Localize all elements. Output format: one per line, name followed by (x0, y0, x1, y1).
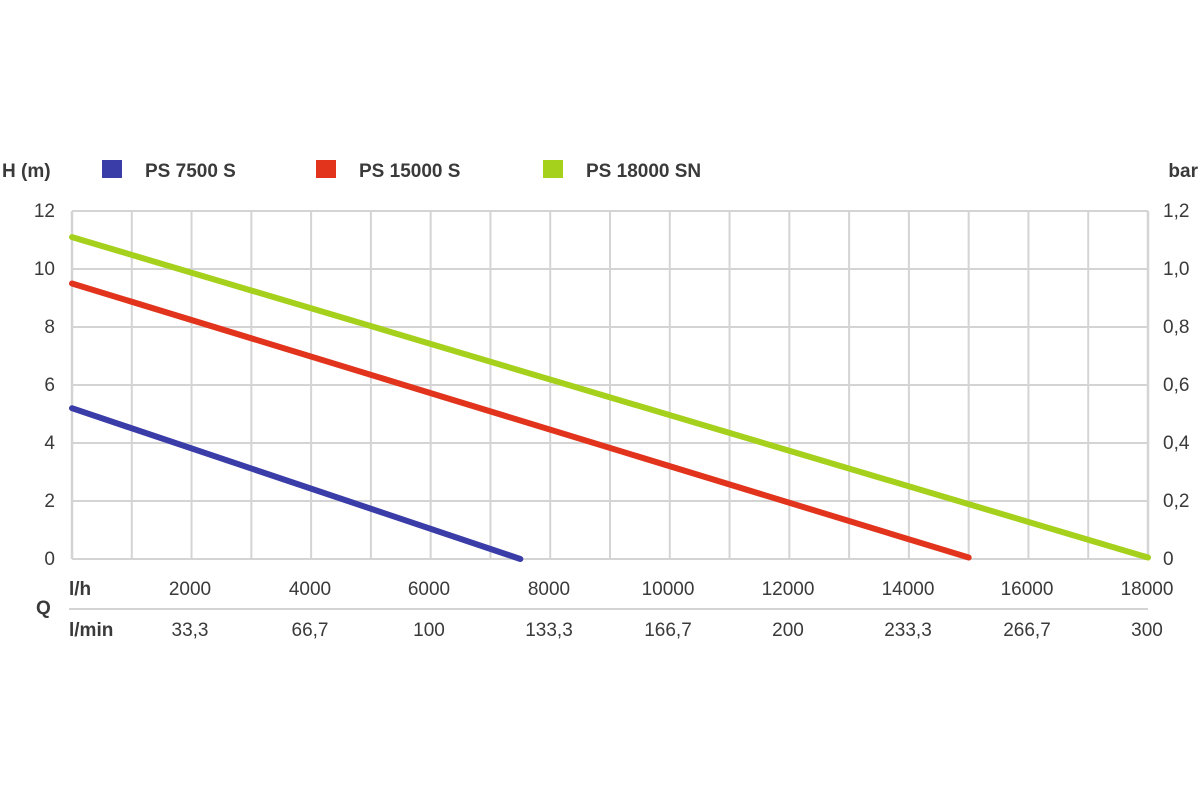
x-tick-lh: 10000 (642, 579, 695, 600)
y-axis-left-label: H (m) (2, 161, 51, 182)
legend-label-ps7500: PS 7500 S (145, 161, 236, 182)
x-tick-lmin: 266,7 (1003, 620, 1051, 641)
x-tick-lmin: 233,3 (884, 620, 932, 641)
y-tick-right: 0,8 (1163, 317, 1189, 338)
y-tick-right: 0,6 (1163, 375, 1189, 396)
x-tick-lmin: 166,7 (644, 620, 692, 641)
legend: PS 7500 S PS 15000 S PS 18000 SN (102, 160, 701, 182)
x-unit-lh: l/h (69, 579, 91, 600)
x-tick-lh: 6000 (408, 579, 450, 600)
x-ticks-lmin: 33,3 66,7 100 133,3 166,7 200 233,3 266,… (172, 620, 1163, 641)
y-ticks-right: 0 0,2 0,4 0,6 0,8 1,0 1,2 (1163, 201, 1190, 570)
y-tick-right: 0 (1163, 549, 1174, 570)
q-label: Q (36, 598, 51, 619)
x-tick-lh: 4000 (289, 579, 331, 600)
y-axis-right-label: bar (1168, 161, 1198, 182)
x-tick-lmin: 133,3 (525, 620, 573, 641)
legend-swatch-ps18000 (543, 160, 563, 178)
y-tick-left: 6 (44, 375, 55, 396)
grid (70, 210, 1150, 560)
series-line-ps-7500-s (69, 405, 524, 562)
series-lines (69, 234, 1151, 562)
x-tick-lh: 2000 (169, 579, 211, 600)
y-tick-right: 0,2 (1163, 491, 1189, 512)
x-tick-lh: 18000 (1121, 579, 1174, 600)
x-tick-lh: 14000 (882, 579, 935, 600)
x-tick-lmin: 100 (413, 620, 445, 641)
legend-swatch-ps15000 (316, 160, 336, 178)
y-tick-left: 10 (34, 259, 55, 280)
x-tick-lmin: 200 (772, 620, 804, 641)
x-tick-lmin: 66,7 (292, 620, 329, 641)
series-line-ps-18000-sn (69, 234, 1151, 561)
y-tick-right: 1,0 (1163, 259, 1189, 280)
x-unit-lmin: l/min (69, 620, 113, 641)
y-tick-left: 4 (44, 433, 55, 454)
x-tick-lh: 12000 (762, 579, 815, 600)
x-ticks-lh: 2000 4000 6000 8000 10000 12000 14000 16… (169, 579, 1174, 600)
y-tick-right: 0,4 (1163, 433, 1190, 454)
y-tick-right: 1,2 (1163, 201, 1189, 222)
x-tick-lh: 16000 (1001, 579, 1054, 600)
y-ticks-left: 0 2 4 6 8 10 12 (34, 201, 56, 570)
x-tick-lmin: 300 (1131, 620, 1163, 641)
series-line-ps-15000-s (69, 280, 972, 561)
legend-label-ps15000: PS 15000 S (359, 161, 460, 182)
legend-swatch-ps7500 (102, 160, 122, 178)
x-tick-lmin: 33,3 (172, 620, 209, 641)
x-tick-lh: 8000 (528, 579, 570, 600)
y-tick-left: 12 (34, 201, 55, 222)
y-tick-left: 0 (44, 549, 55, 570)
y-tick-left: 2 (44, 491, 55, 512)
y-tick-left: 8 (44, 317, 55, 338)
legend-label-ps18000: PS 18000 SN (586, 161, 701, 182)
